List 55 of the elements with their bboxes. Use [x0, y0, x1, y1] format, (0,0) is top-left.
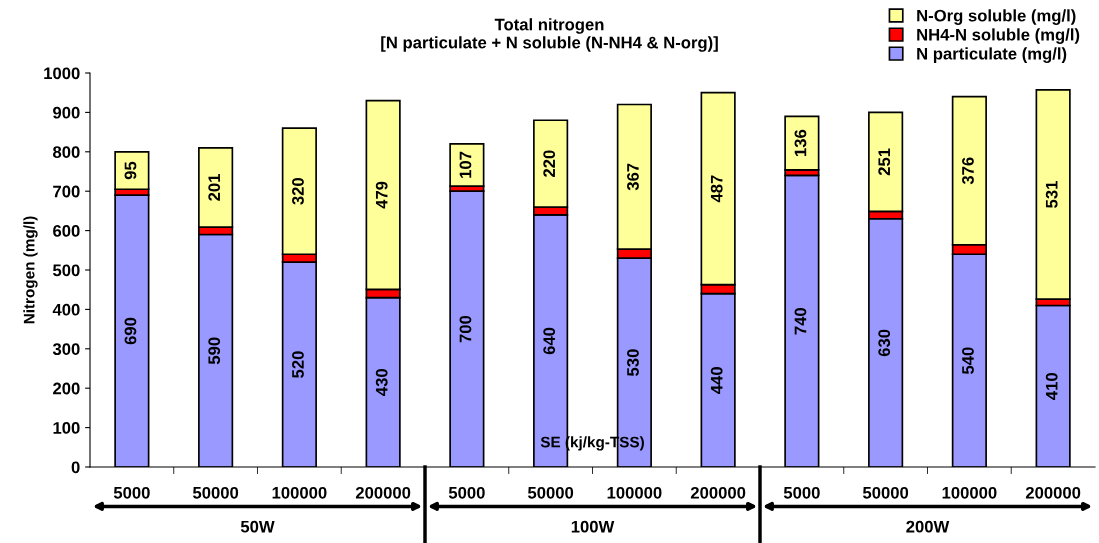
x-tick-label: 50000: [862, 486, 909, 499]
data-label: 367: [627, 163, 639, 191]
legend-label: N-Org soluble (mg/l): [917, 9, 1076, 25]
data-label: 700: [459, 315, 472, 343]
data-label: 201: [208, 174, 221, 201]
y-tick-label: 1000: [44, 67, 80, 80]
y-tick-label: 700: [53, 185, 80, 198]
x-tick-label: 5000: [113, 486, 150, 499]
x-tick-label: 5000: [783, 486, 820, 499]
data-label: 95: [124, 161, 137, 180]
data-label: 590: [208, 337, 221, 365]
data-label: 136: [794, 129, 807, 156]
text: 200W: [906, 520, 950, 533]
y-tick-label: 600: [53, 225, 80, 237]
data-label: 440: [710, 367, 723, 394]
x-tick-label: 200000: [355, 486, 411, 499]
data-label: 530: [627, 349, 639, 376]
x-tick-label: 100000: [272, 486, 327, 499]
x-tick-label: 50000: [192, 486, 239, 499]
data-label: 520: [292, 351, 304, 378]
y-tick-label: 200: [53, 382, 80, 395]
data-label: 410: [1045, 373, 1058, 400]
x-tick-label: 5000: [448, 486, 485, 499]
y-tick-label: 800: [53, 146, 80, 158]
text: 50W: [240, 520, 275, 533]
x-tick-label: 200000: [690, 486, 746, 499]
data-label: 220: [543, 150, 556, 177]
legend-label: NH4-N soluble (mg/l): [917, 28, 1080, 44]
chart-title: Total nitrogen [N particulate + N soluble (N-NH4 & N-org)]: [381, 18, 718, 52]
y-axis-title: Nitrogen (mg/l): [23, 216, 38, 324]
data-label: 740: [794, 308, 807, 335]
x-tick-label: 200000: [1025, 486, 1081, 499]
data-label: 430: [375, 369, 388, 396]
data-label: 690: [124, 317, 137, 345]
data-label: 540: [962, 347, 974, 375]
data-label: 251: [878, 148, 891, 176]
data-label: 107: [459, 151, 472, 178]
data-label: 630: [878, 329, 891, 357]
y-tick-label: 400: [52, 303, 80, 316]
data-label: 487: [710, 175, 723, 203]
data-label: 640: [543, 327, 556, 355]
y-tick-label: 500: [52, 264, 80, 277]
y-tick-label: 900: [53, 106, 80, 119]
data-label: 320: [292, 177, 304, 205]
data-label: 479: [375, 181, 388, 209]
text: 100W: [571, 520, 615, 533]
x-tick-label: 100000: [607, 486, 662, 499]
x-tick-label: 50000: [527, 486, 574, 499]
data-label: 376: [962, 157, 974, 185]
y-tick-label: 100: [53, 422, 80, 434]
legend-label: N particulate (mg/l): [917, 47, 1067, 63]
x-tick-label: 100000: [942, 486, 997, 499]
data-label: 531: [1045, 181, 1058, 208]
y-tick-label: 300: [52, 343, 80, 356]
y-tick-label: 0: [71, 461, 80, 474]
